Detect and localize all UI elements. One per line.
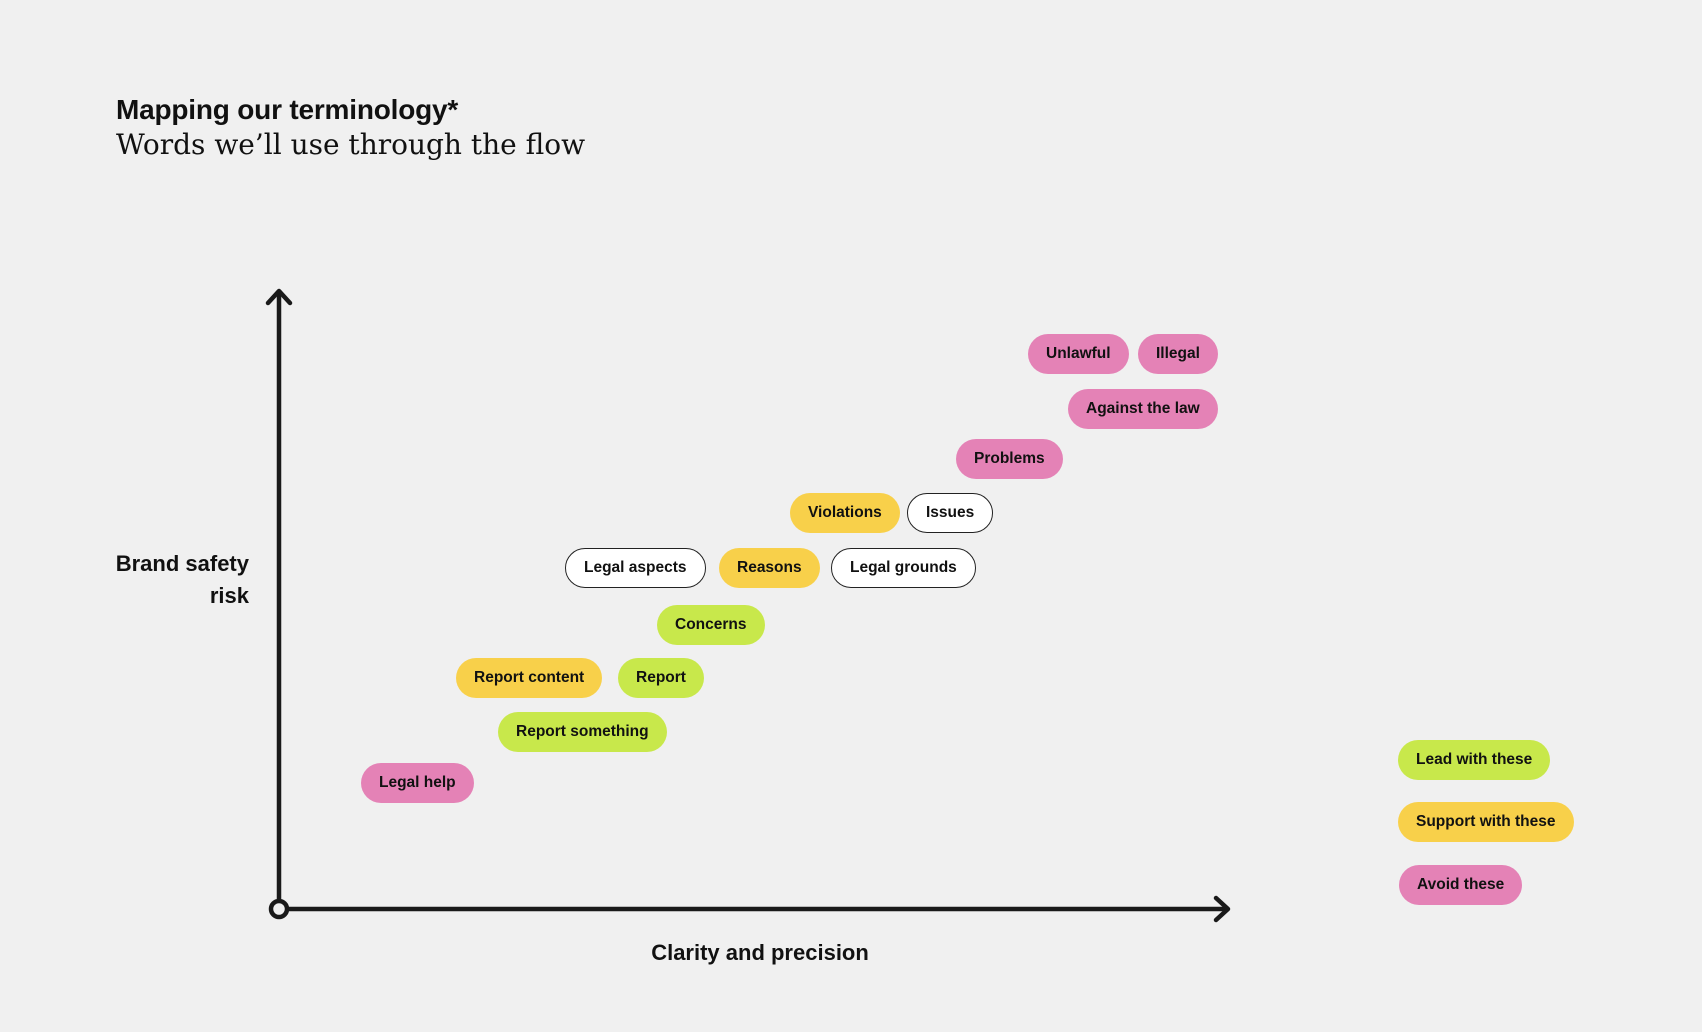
term-chip-concerns: Concerns <box>657 605 765 645</box>
x-axis-label: Clarity and precision <box>651 940 869 965</box>
term-chip-legal-grounds: Legal grounds <box>831 548 976 588</box>
term-chip-violations: Violations <box>790 493 900 533</box>
term-chip-issues: Issues <box>907 493 994 533</box>
y-axis-label: Brand safety risk <box>115 551 249 608</box>
legend-avoid-chip: Avoid these <box>1399 865 1523 905</box>
term-chip-report-content: Report content <box>456 658 603 698</box>
term-chip-illegal: Illegal <box>1138 334 1218 374</box>
y-axis-arrow-icon <box>265 288 293 306</box>
term-chip-report-something: Report something <box>498 712 667 752</box>
term-chip-against-the-law: Against the law <box>1068 389 1218 429</box>
page-subtitle: Words we’ll use through the flow <box>116 128 586 161</box>
legend-lead-chip: Lead with these <box>1398 740 1551 780</box>
term-chip-report: Report <box>618 658 704 698</box>
term-chip-legal-help: Legal help <box>361 763 474 803</box>
term-chip-reasons: Reasons <box>719 548 820 588</box>
term-chip-problems: Problems <box>956 439 1063 479</box>
x-axis-arrow-icon <box>1213 895 1231 923</box>
term-chip-unlawful: Unlawful <box>1028 334 1129 374</box>
legend-support-chip: Support with these <box>1398 802 1574 842</box>
origin-marker-icon <box>268 898 290 920</box>
page-title: Mapping our terminology* <box>116 94 459 125</box>
term-chip-legal-aspects: Legal aspects <box>565 548 706 588</box>
